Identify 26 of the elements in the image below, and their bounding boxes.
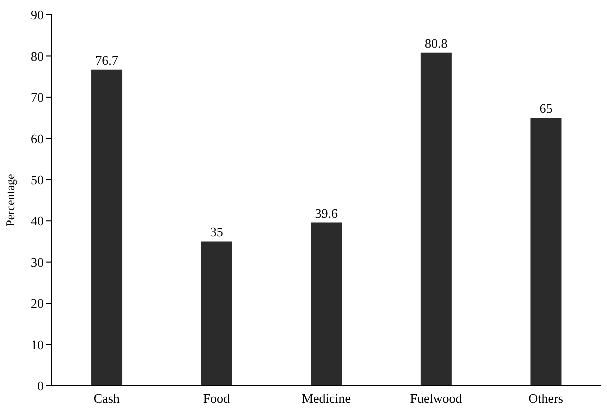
y-tick-label: 80 xyxy=(31,48,44,64)
y-tick-label: 10 xyxy=(31,337,44,352)
bar xyxy=(311,222,342,386)
y-tick-label: 50 xyxy=(31,172,44,188)
data-label: 35 xyxy=(210,224,224,240)
x-tick-label: Fuelwood xyxy=(410,391,463,406)
x-tick-label: Medicine xyxy=(302,391,352,406)
bar xyxy=(92,70,123,386)
y-axis-title: Percentage xyxy=(3,174,18,227)
x-tick-label: Food xyxy=(203,391,231,406)
x-tick-label: Cash xyxy=(94,391,120,406)
y-tick-label: 20 xyxy=(31,296,44,312)
x-tick-label: Others xyxy=(528,391,564,406)
data-label: 76.7 xyxy=(96,52,119,68)
bar xyxy=(420,52,452,386)
y-tick-label: 30 xyxy=(31,254,44,270)
y-tick-label: 40 xyxy=(31,214,44,229)
y-tick-label: 0 xyxy=(38,378,44,394)
y-tick-label: 70 xyxy=(31,90,44,106)
data-label: 80.8 xyxy=(425,36,448,51)
y-tick-label: 60 xyxy=(31,131,44,146)
data-label: 39.6 xyxy=(315,206,339,221)
bar xyxy=(201,242,232,386)
y-tick-label: 90 xyxy=(31,8,44,23)
bar xyxy=(530,118,562,386)
data-label: 65 xyxy=(540,101,553,116)
